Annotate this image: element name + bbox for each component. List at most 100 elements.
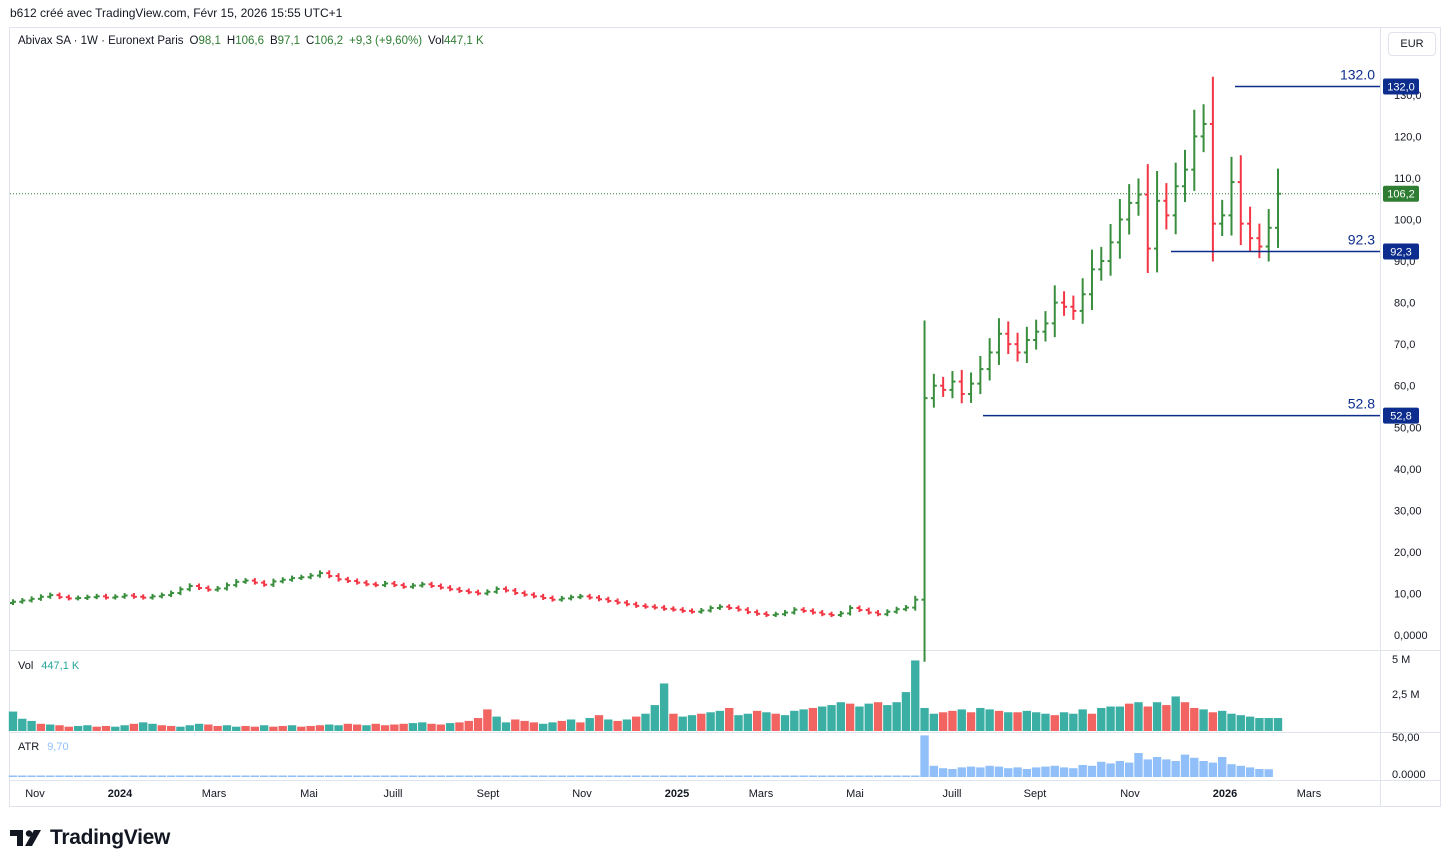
atr-bar: [1236, 765, 1245, 777]
atr-bar: [1134, 753, 1143, 777]
volume-bar: [399, 723, 408, 731]
atr-bar: [901, 775, 911, 777]
atr-bar: [259, 775, 269, 777]
price-tick: 110,0: [1394, 173, 1421, 185]
atr-bar: [464, 775, 473, 777]
atr-bar: [1087, 765, 1097, 777]
atr-bar: [101, 775, 111, 777]
ohlc-bar: [316, 570, 323, 578]
volume-bar: [473, 718, 483, 731]
atr-pane-name: ATR: [18, 741, 40, 753]
ohlc-bar: [47, 592, 54, 599]
volume-bar: [1059, 712, 1069, 731]
atr-bar: [92, 775, 101, 777]
ohlc-bar: [940, 376, 947, 397]
atr-bar: [1041, 766, 1050, 777]
volume-bar: [994, 710, 1004, 731]
ohlc-bar: [465, 588, 472, 595]
ohlc-bar: [698, 607, 705, 614]
symbol-name[interactable]: Abivax SA · 1W · Euronext Paris: [18, 35, 184, 47]
atr-bar: [883, 775, 892, 777]
atr-bar: [427, 775, 436, 777]
volume-bar: [92, 726, 101, 731]
volume-bar: [743, 713, 753, 731]
ohlc-bar: [261, 580, 268, 587]
volume-bar: [966, 712, 976, 731]
ohlc-bar: [902, 605, 909, 612]
ohlc-bar: [568, 594, 575, 601]
atr-bar: [938, 768, 948, 777]
atr-bar: [1124, 762, 1134, 777]
atr-bar: [1162, 759, 1171, 777]
atr-bar: [715, 775, 725, 777]
volume-bar: [725, 707, 734, 731]
volume-bar: [241, 725, 250, 731]
atr-bar: [278, 775, 287, 777]
ohlc-bar: [326, 570, 333, 579]
price-tick: 0,0000: [1394, 630, 1428, 642]
ohlc-bar: [28, 596, 35, 603]
ohlc-bar: [1098, 246, 1105, 281]
volume-bar: [622, 719, 632, 731]
atr-bar: [1022, 769, 1032, 777]
atr-bar: [1190, 757, 1199, 777]
volume-bar: [139, 722, 148, 731]
ohlc-bar: [10, 599, 16, 606]
volume-bar: [1041, 713, 1050, 731]
volume-bar: [669, 713, 678, 731]
atr-bar: [204, 775, 213, 777]
ohlc-bar: [1256, 223, 1263, 259]
volume-bar: [1097, 707, 1106, 731]
ohlc-bar: [419, 581, 426, 588]
ohlc-bar: [875, 610, 882, 617]
atr-bar: [818, 775, 827, 777]
atr-bar: [743, 775, 753, 777]
volume-bar: [204, 724, 213, 731]
atr-bar: [269, 775, 278, 777]
ohlc-bar: [1061, 291, 1068, 316]
price-tick: 30,00: [1394, 505, 1422, 517]
ohlc-bar: [56, 592, 63, 600]
atr-bar: [762, 775, 771, 777]
volume-bar: [864, 703, 873, 731]
atr-bar: [1115, 761, 1125, 777]
ohlc-bar: [1107, 224, 1114, 276]
ohlc-bar: [856, 605, 863, 613]
level-label: 52.8: [1348, 396, 1375, 412]
volume-bar: [511, 719, 520, 731]
ohlc-bar: [828, 611, 835, 618]
ohlc-bar: [595, 595, 602, 602]
ohlc-bar: [558, 595, 565, 602]
volume-bar: [976, 707, 985, 731]
ohlc-bar: [344, 576, 351, 583]
tradingview-logo[interactable]: TradingView: [10, 826, 170, 850]
ohlc-bar: [223, 582, 230, 591]
ohlc-bar: [400, 582, 407, 589]
ohlc-bar: [93, 593, 100, 600]
volume-bar: [408, 723, 418, 731]
atr-bar: [492, 775, 501, 777]
atr-bar: [641, 775, 650, 777]
ohlc-bar: [103, 593, 110, 600]
volume-bar: [166, 725, 176, 731]
volume-bar: [297, 726, 306, 731]
currency-button[interactable]: EUR: [1388, 32, 1436, 56]
atr-bar: [129, 775, 139, 777]
volume-tick: 2,5 M: [1392, 689, 1420, 701]
volume-bar: [111, 726, 120, 731]
ohlc-bar: [763, 611, 770, 618]
ohlc-bar: [65, 594, 72, 601]
ohlc-bar: [754, 609, 761, 616]
volume-pane-legend: Vol 447,1 K: [18, 660, 79, 672]
ohlc-bar: [279, 577, 286, 584]
time-tick: Nov: [1120, 788, 1140, 800]
price-tick: 20,00: [1394, 547, 1422, 559]
chart-frame: [9, 27, 1441, 807]
atr-bar: [371, 775, 380, 777]
low-label: B: [269, 35, 278, 47]
volume-bar: [845, 703, 855, 731]
volume-bar: [585, 718, 594, 731]
ohlc-bar: [1023, 326, 1030, 364]
